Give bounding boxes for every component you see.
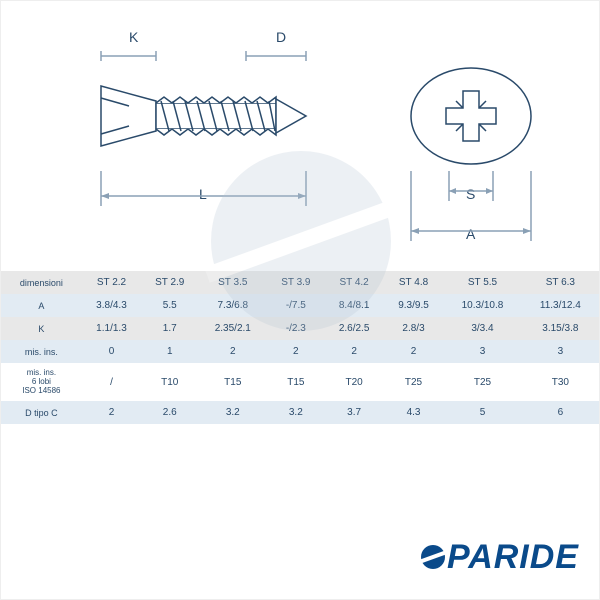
table-row: mis. ins.6 lobiISO 14586/T10T15T15T20T25… [1, 363, 599, 401]
table-cell: T15 [198, 363, 267, 401]
table-row: A3.8/4.35.57.3/6.8-/7.58.4/8.19.3/9.510.… [1, 294, 599, 317]
screw-top-view [381, 31, 561, 251]
table-cell: 2 [384, 340, 443, 363]
table-row: D tipo C22.63.23.23.74.356 [1, 401, 599, 424]
dimensions-table: dimensioniST 2.2ST 2.9ST 3.5ST 3.9ST 4.2… [1, 271, 599, 424]
table-cell: -/2.3 [267, 317, 324, 340]
table-cell: 1 [141, 340, 198, 363]
row-header: K [1, 317, 82, 340]
row-header: D tipo C [1, 401, 82, 424]
table-cell: 2.8/3 [384, 317, 443, 340]
screw-side-view [61, 31, 391, 251]
column-header: ST 2.9 [141, 271, 198, 294]
table-cell: 1.7 [141, 317, 198, 340]
table-cell: 2 [82, 401, 141, 424]
table-cell: 3.2 [198, 401, 267, 424]
table-cell: 11.3/12.4 [522, 294, 599, 317]
table-cell: 3.7 [324, 401, 383, 424]
table-cell: 2.6/2.5 [324, 317, 383, 340]
table-cell: T10 [141, 363, 198, 401]
column-header: ST 4.2 [324, 271, 383, 294]
table-cell: T15 [267, 363, 324, 401]
table-cell: 5 [443, 401, 522, 424]
row-header: mis. ins.6 lobiISO 14586 [1, 363, 82, 401]
table-cell: 2.6 [141, 401, 198, 424]
table-cell: T20 [324, 363, 383, 401]
column-header: ST 4.8 [384, 271, 443, 294]
table-cell: 4.3 [384, 401, 443, 424]
table-cell: / [82, 363, 141, 401]
table-cell: T25 [443, 363, 522, 401]
table-cell: 6 [522, 401, 599, 424]
table-cell: 9.3/9.5 [384, 294, 443, 317]
table-cell: 3.2 [267, 401, 324, 424]
brand-icon [419, 543, 447, 571]
table-cell: 3/3.4 [443, 317, 522, 340]
column-header: ST 3.9 [267, 271, 324, 294]
table-cell: 5.5 [141, 294, 198, 317]
table-cell: 3.8/4.3 [82, 294, 141, 317]
table-row: K1.1/1.31.72.35/2.1-/2.32.6/2.52.8/33/3.… [1, 317, 599, 340]
table-cell: 3.15/3.8 [522, 317, 599, 340]
brand-logo: PARIDE [419, 538, 579, 577]
brand-text: PARIDE [447, 538, 579, 576]
row-header: mis. ins. [1, 340, 82, 363]
table-cell: 2 [198, 340, 267, 363]
row-header: A [1, 294, 82, 317]
column-header: ST 5.5 [443, 271, 522, 294]
table-cell: 2 [324, 340, 383, 363]
column-header: ST 2.2 [82, 271, 141, 294]
table-cell: 8.4/8.1 [324, 294, 383, 317]
table-cell: 7.3/6.8 [198, 294, 267, 317]
table-cell: 3 [443, 340, 522, 363]
table-cell: T30 [522, 363, 599, 401]
table-row: mis. ins.01222233 [1, 340, 599, 363]
column-header: ST 3.5 [198, 271, 267, 294]
screw-diagram: K D L S A [1, 1, 599, 271]
table-cell: 10.3/10.8 [443, 294, 522, 317]
table-cell: 3 [522, 340, 599, 363]
table-cell: 1.1/1.3 [82, 317, 141, 340]
table-row: dimensioniST 2.2ST 2.9ST 3.5ST 3.9ST 4.2… [1, 271, 599, 294]
table-cell: 0 [82, 340, 141, 363]
table-cell: -/7.5 [267, 294, 324, 317]
table-cell: T25 [384, 363, 443, 401]
column-header: ST 6.3 [522, 271, 599, 294]
row-header: dimensioni [1, 271, 82, 294]
table-cell: 2.35/2.1 [198, 317, 267, 340]
table-cell: 2 [267, 340, 324, 363]
